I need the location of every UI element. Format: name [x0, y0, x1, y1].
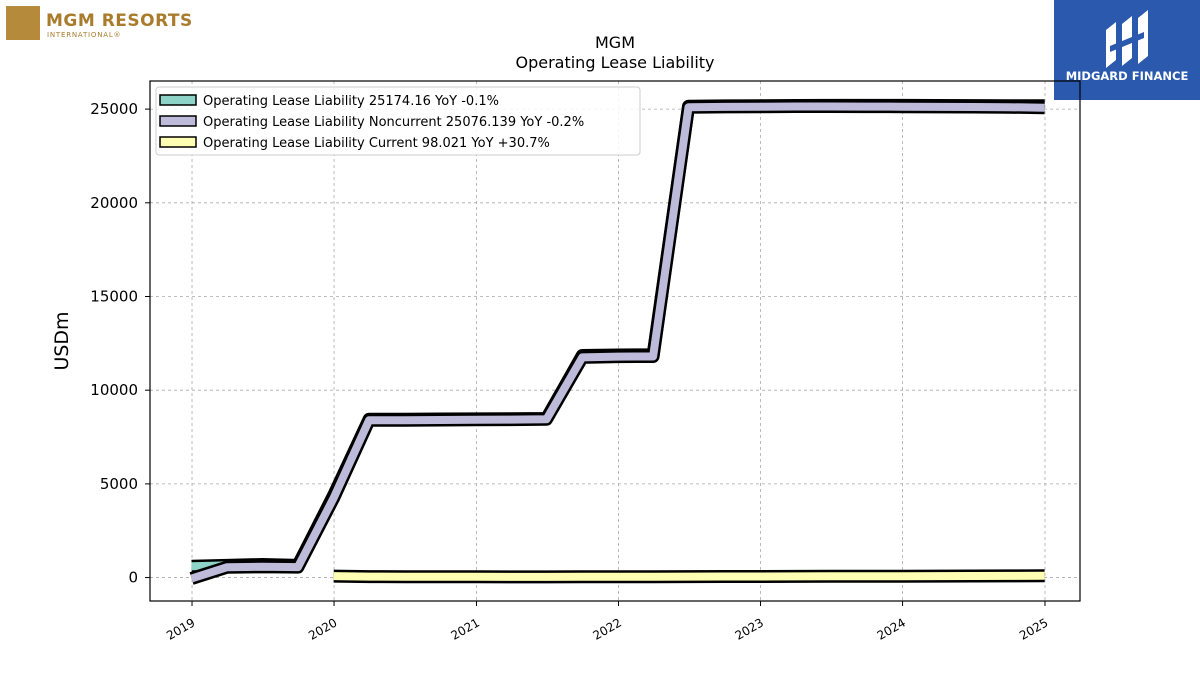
x-axis-ticks: 2019 2020 2021 2022 2023 2024 2025: [164, 601, 1050, 643]
chart-title: MGM: [595, 33, 635, 52]
midgard-mark-icon: [1106, 10, 1148, 68]
y-tick-label: 20000: [90, 194, 138, 212]
x-tick-label: 2025: [1017, 615, 1050, 642]
x-tick-label: 2019: [164, 615, 197, 642]
legend-entry-label: Operating Lease Liability Current 98.021…: [203, 136, 550, 151]
x-tick-label: 2021: [449, 615, 482, 642]
mgm-resorts-logo: MGM RESORTS INTERNATIONAL®: [4, 4, 204, 42]
series-outline-1: [191, 98, 1045, 573]
series-line-3: [333, 571, 1045, 581]
y-tick-label: 25000: [90, 100, 138, 118]
y-tick-label: 15000: [90, 287, 138, 305]
series-line-2: [190, 102, 1045, 583]
legend-swatch: [159, 115, 197, 127]
plot-frame: [149, 80, 1081, 602]
midgard-finance-logo: MIDGARD FINANCE: [1054, 0, 1200, 100]
series-outline-2: [189, 100, 1045, 585]
x-tick-label: 2022: [591, 615, 624, 642]
series-line-1: [191, 101, 1045, 571]
series-lines: [189, 98, 1045, 585]
x-tick-label: 2024: [875, 615, 908, 642]
legend-swatch: [159, 136, 197, 148]
legend-entry-label: Operating Lease Liability Noncurrent 250…: [203, 115, 584, 130]
y-tick-label: 5000: [100, 475, 138, 493]
mgm-lion-icon: [6, 6, 40, 40]
legend: Operating Lease Liability 25174.16 YoY -…: [155, 86, 641, 156]
y-tick-label: 0: [128, 569, 138, 587]
mgm-logo-brand: MGM RESORTS: [46, 11, 193, 31]
y-axis-ticks: 0 5000 10000 15000 20000 25000: [90, 100, 150, 587]
midgard-logo-text: MIDGARD FINANCE: [1065, 69, 1189, 83]
x-tick-label: 2023: [733, 615, 766, 642]
grid-lines: [150, 81, 1080, 601]
y-tick-label: 10000: [90, 381, 138, 399]
legend-entry-label: Operating Lease Liability 25174.16 YoY -…: [203, 94, 499, 109]
chart-subtitle: Operating Lease Liability: [515, 53, 714, 72]
mgm-logo-sub: INTERNATIONAL®: [47, 31, 122, 39]
x-tick-label: 2020: [306, 615, 339, 642]
legend-box: [155, 86, 641, 156]
legend-swatch: [159, 94, 197, 106]
y-axis-label: USDm: [51, 311, 73, 370]
